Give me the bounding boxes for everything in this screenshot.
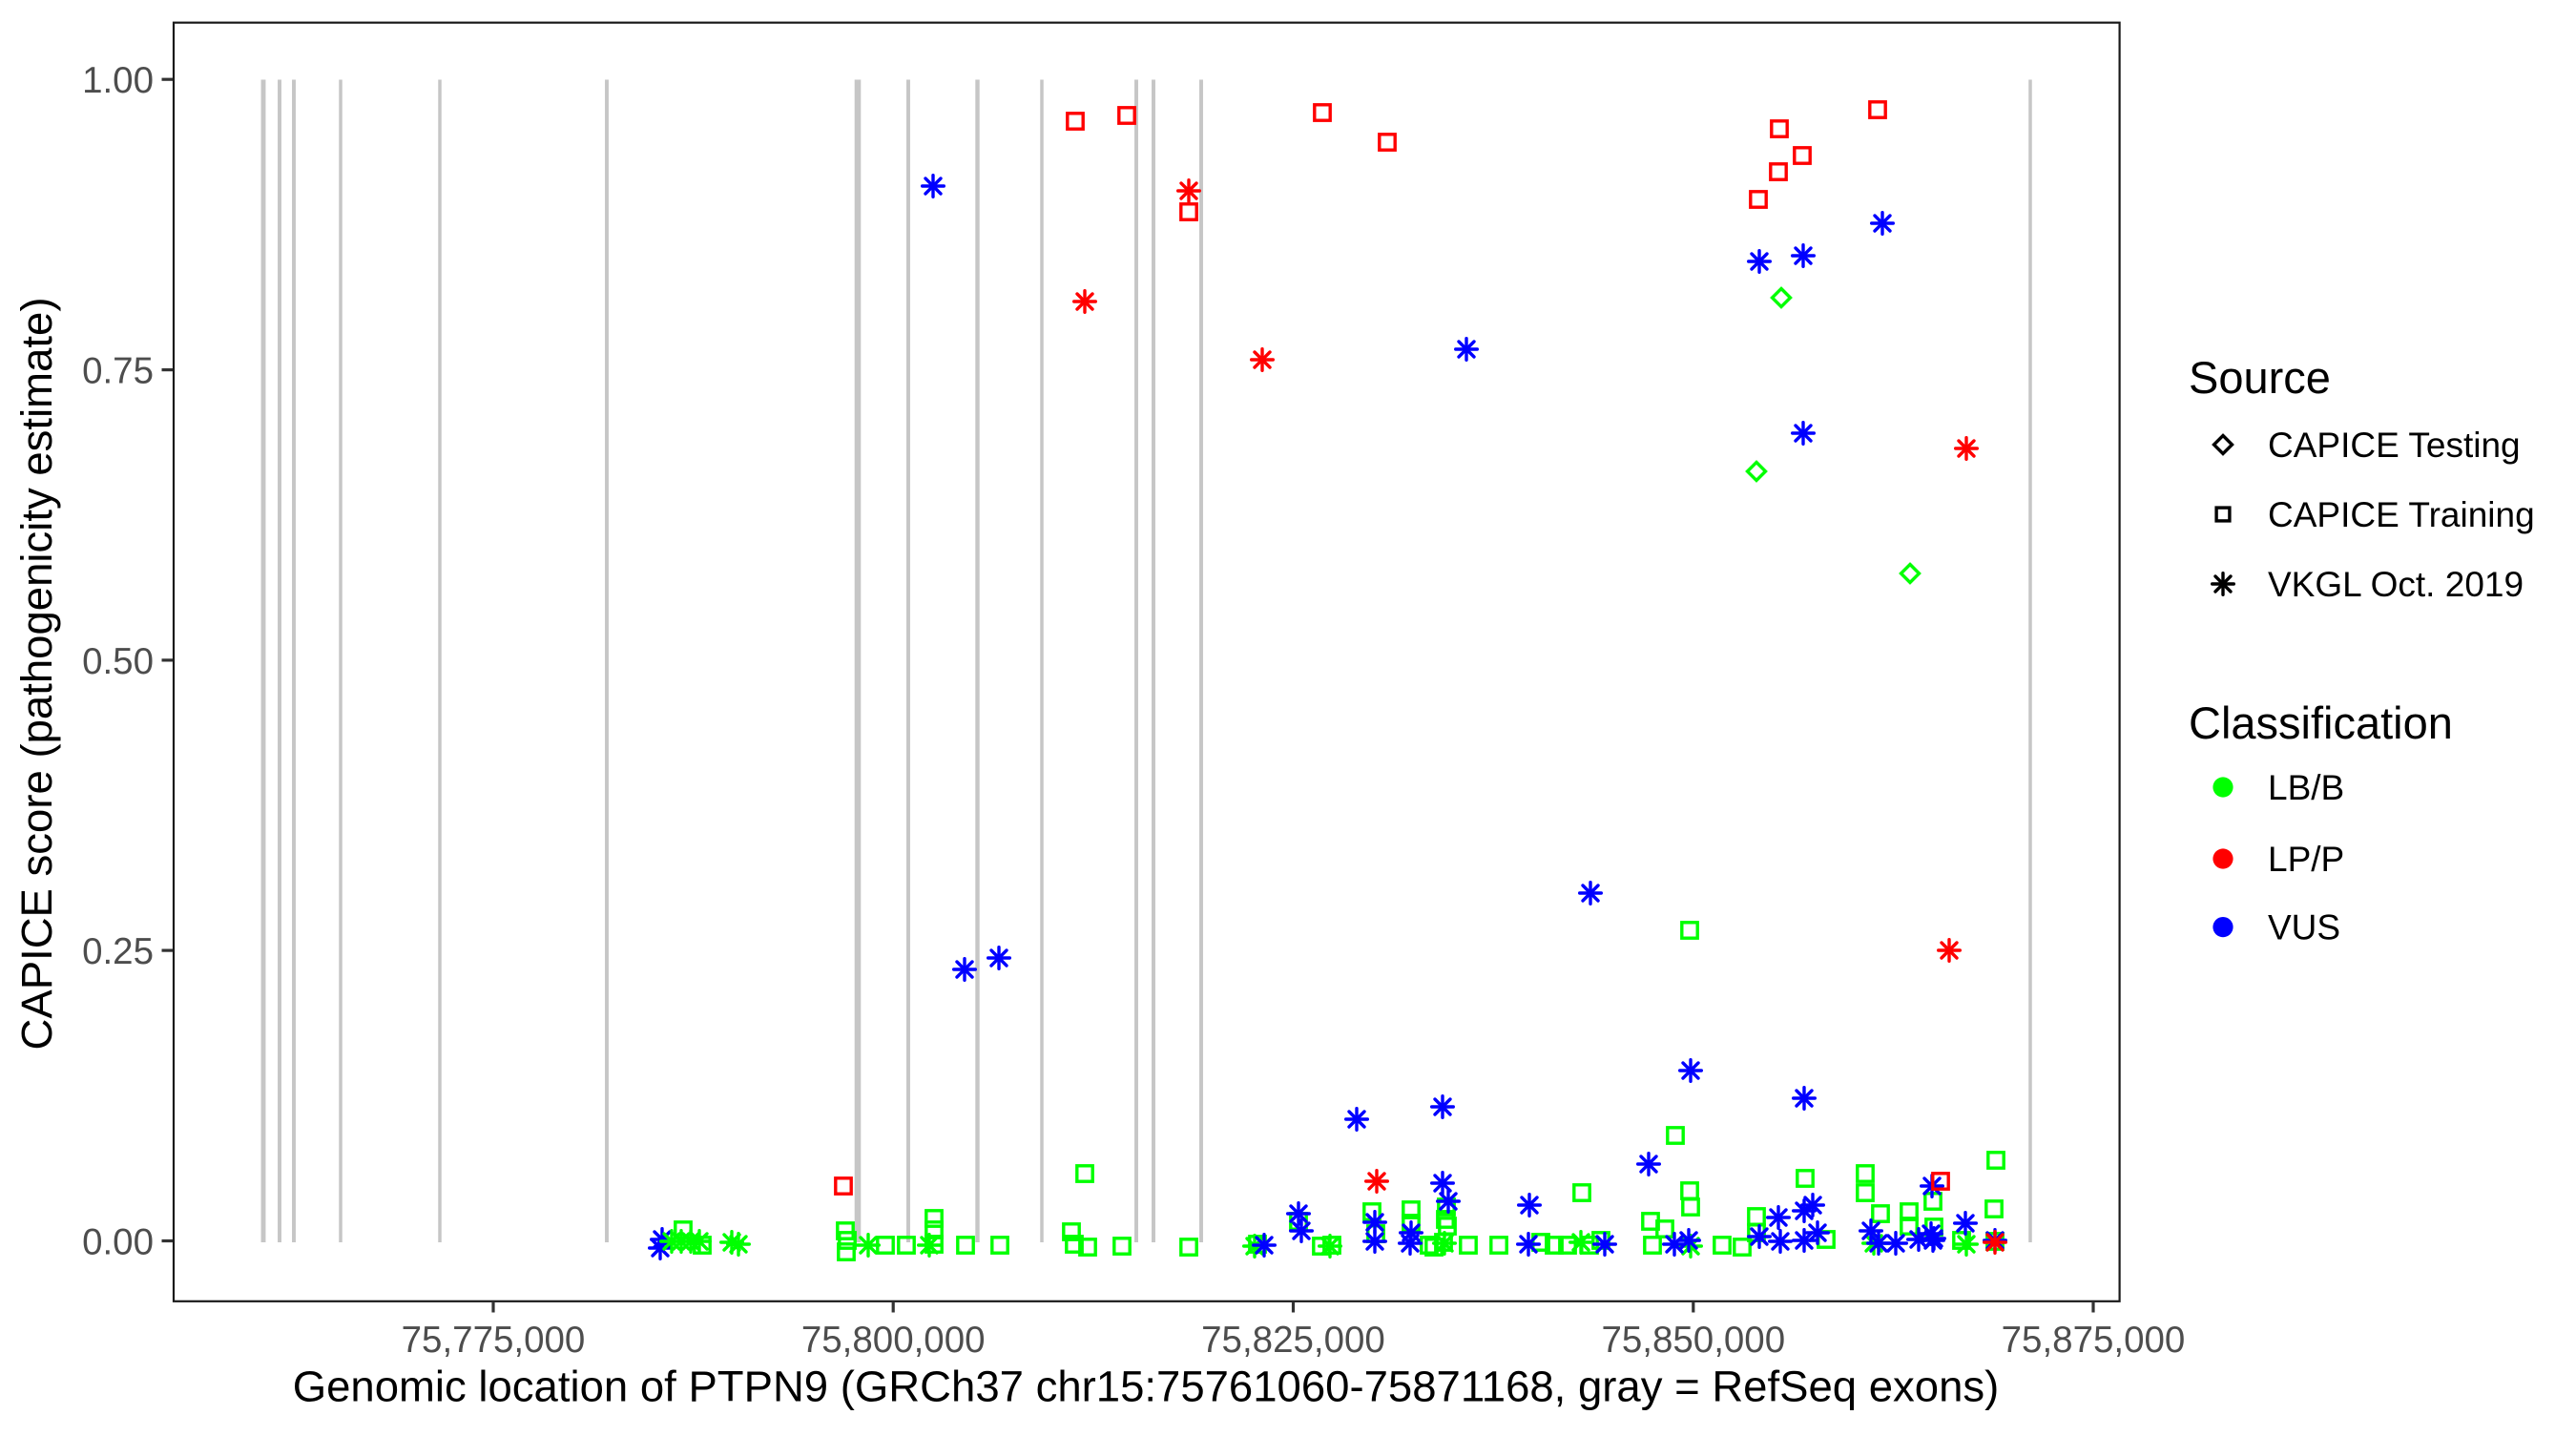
- svg-text:CAPICE Training: CAPICE Training: [2268, 495, 2535, 534]
- svg-text:75,850,000: 75,850,000: [1601, 1320, 1785, 1361]
- svg-text:Genomic location of PTPN9 (GRC: Genomic location of PTPN9 (GRCh37 chr15:…: [293, 1363, 2000, 1411]
- svg-text:0.25: 0.25: [82, 931, 154, 972]
- svg-text:VKGL Oct. 2019: VKGL Oct. 2019: [2268, 565, 2524, 604]
- svg-text:75,775,000: 75,775,000: [402, 1320, 586, 1361]
- svg-text:75,800,000: 75,800,000: [801, 1320, 986, 1361]
- svg-text:0.00: 0.00: [82, 1222, 154, 1263]
- svg-text:VUS: VUS: [2268, 908, 2340, 947]
- svg-text:1.00: 1.00: [82, 60, 154, 101]
- svg-text:75,825,000: 75,825,000: [1201, 1320, 1385, 1361]
- svg-text:0.50: 0.50: [82, 641, 154, 682]
- svg-text:75,875,000: 75,875,000: [2002, 1320, 2186, 1361]
- svg-text:CAPICE Testing: CAPICE Testing: [2268, 426, 2521, 465]
- svg-text:Source: Source: [2189, 352, 2331, 403]
- svg-text:CAPICE score (pathogenicity es: CAPICE score (pathogenicity estimate): [12, 298, 61, 1051]
- svg-text:LB/B: LB/B: [2268, 768, 2344, 807]
- svg-text:LP/P: LP/P: [2268, 840, 2344, 879]
- svg-text:Classification: Classification: [2189, 697, 2453, 748]
- svg-text:0.75: 0.75: [82, 351, 154, 392]
